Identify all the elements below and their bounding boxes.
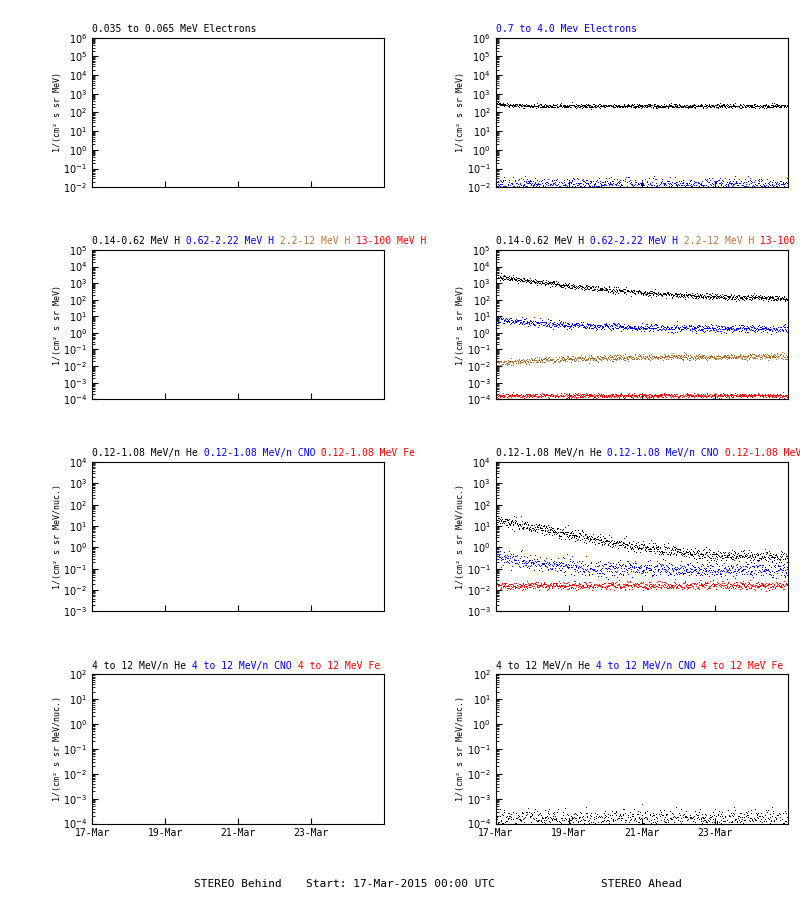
Text: 0.12-1.08 MeV/n CNO: 0.12-1.08 MeV/n CNO xyxy=(602,448,719,458)
Text: STEREO Ahead: STEREO Ahead xyxy=(602,879,682,889)
Text: 0.62-2.22 MeV H: 0.62-2.22 MeV H xyxy=(180,237,274,247)
Text: 2.2-12 MeV H: 2.2-12 MeV H xyxy=(678,237,754,247)
Y-axis label: 1/(cm² s sr MeV): 1/(cm² s sr MeV) xyxy=(53,284,62,364)
Text: 13-100 MeV H: 13-100 MeV H xyxy=(350,237,427,247)
Text: 4 to 12 MeV Fe: 4 to 12 MeV Fe xyxy=(695,661,783,670)
Text: 0.035 to 0.065 MeV Electrons: 0.035 to 0.065 MeV Electrons xyxy=(92,24,257,34)
Text: 0.14-0.62 MeV H: 0.14-0.62 MeV H xyxy=(92,237,180,247)
Text: 0.12-1.08 MeV/n He: 0.12-1.08 MeV/n He xyxy=(92,448,198,458)
Text: 0.62-2.22 MeV H: 0.62-2.22 MeV H xyxy=(584,237,678,247)
Text: 4 to 12 MeV/n CNO: 4 to 12 MeV/n CNO xyxy=(590,661,695,670)
Y-axis label: 1/(cm² s sr MeV): 1/(cm² s sr MeV) xyxy=(456,284,465,364)
Text: 0.12-1.08 MeV Fe: 0.12-1.08 MeV Fe xyxy=(315,448,415,458)
Y-axis label: 1/(cm² s sr MeV): 1/(cm² s sr MeV) xyxy=(457,73,466,152)
Text: 0.14-0.62 MeV H: 0.14-0.62 MeV H xyxy=(495,237,584,247)
Y-axis label: 1/(cm² s sr MeV/nuc.): 1/(cm² s sr MeV/nuc.) xyxy=(53,697,62,801)
Text: 0.12-1.08 MeV Fe: 0.12-1.08 MeV Fe xyxy=(719,448,800,458)
Text: 2.2-12 MeV H: 2.2-12 MeV H xyxy=(274,237,350,247)
Text: 0.12-1.08 MeV/n He: 0.12-1.08 MeV/n He xyxy=(495,448,602,458)
Text: Start: 17-Mar-2015 00:00 UTC: Start: 17-Mar-2015 00:00 UTC xyxy=(306,879,494,889)
Text: 13-100 MeV H: 13-100 MeV H xyxy=(754,237,800,247)
Y-axis label: 1/(cm² s sr MeV/nuc.): 1/(cm² s sr MeV/nuc.) xyxy=(456,697,465,801)
Y-axis label: 1/(cm² s sr MeV): 1/(cm² s sr MeV) xyxy=(53,73,62,152)
Text: 0.12-1.08 MeV/n CNO: 0.12-1.08 MeV/n CNO xyxy=(198,448,315,458)
Text: 4 to 12 MeV/n CNO: 4 to 12 MeV/n CNO xyxy=(186,661,292,670)
Text: STEREO Behind: STEREO Behind xyxy=(194,879,282,889)
Text: 4 to 12 MeV/n He: 4 to 12 MeV/n He xyxy=(495,661,590,670)
Text: 4 to 12 MeV Fe: 4 to 12 MeV Fe xyxy=(292,661,380,670)
Text: 0.7 to 4.0 Mev Electrons: 0.7 to 4.0 Mev Electrons xyxy=(495,24,637,34)
Text: 4 to 12 MeV/n He: 4 to 12 MeV/n He xyxy=(92,661,186,670)
Y-axis label: 1/(cm² s sr MeV/nuc.): 1/(cm² s sr MeV/nuc.) xyxy=(53,484,62,590)
Y-axis label: 1/(cm² s sr MeV/nuc.): 1/(cm² s sr MeV/nuc.) xyxy=(456,484,466,590)
